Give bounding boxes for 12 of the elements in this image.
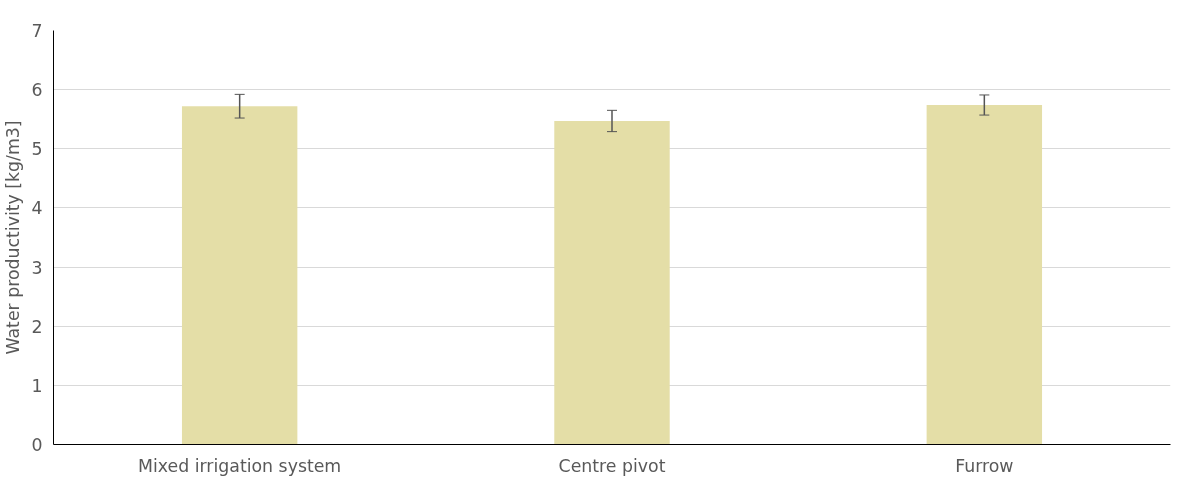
y-tick-label: 1 <box>31 375 43 396</box>
y-tick-label: 4 <box>31 198 43 219</box>
y-tick-label: 2 <box>31 316 43 337</box>
y-tick-label: 7 <box>31 21 43 41</box>
y-axis-title: Water productivity [kg/m3] <box>3 120 24 355</box>
x-tick-label: Centre pivot <box>558 455 666 476</box>
x-tick-label: Mixed irrigation system <box>138 455 342 476</box>
y-tick-label: 5 <box>31 139 43 160</box>
x-tick-label: Furrow <box>955 455 1014 476</box>
y-tick-label: 6 <box>31 80 43 101</box>
y-tick-label: 3 <box>31 257 43 278</box>
y-tick-label: 0 <box>31 435 43 455</box>
